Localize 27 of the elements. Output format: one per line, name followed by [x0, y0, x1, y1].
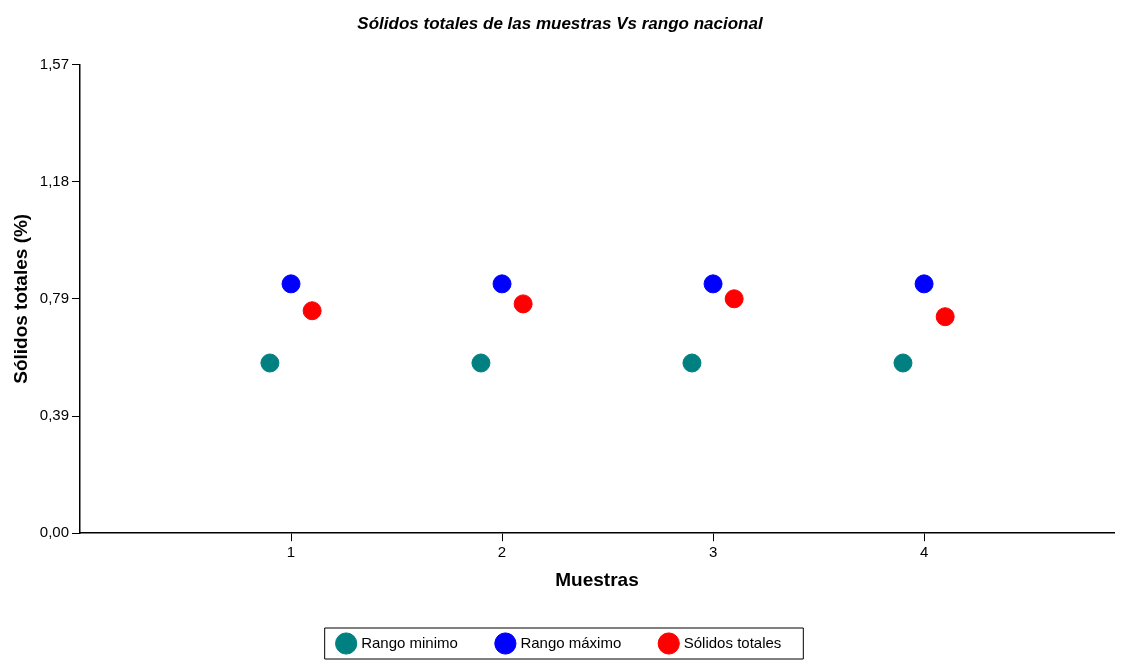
y-tick-label: 1,57 [39, 54, 69, 72]
x-tick-label: 2 [497, 543, 507, 561]
point [724, 289, 744, 309]
point [492, 274, 512, 294]
legend-label: Sólidos totales [683, 633, 782, 651]
legend-label: Rango máximo [520, 633, 622, 651]
x-tick-label: 3 [708, 543, 718, 561]
y-tick-label: 1,18 [39, 171, 69, 189]
point [935, 307, 955, 327]
point [682, 353, 702, 373]
x-axis-title: Muestras [555, 568, 639, 590]
point [471, 353, 491, 373]
chart-title: Sólidos totales de las muestras Vs rango nacional [357, 13, 764, 33]
point [703, 274, 723, 294]
legend-label: Rango minimo [361, 633, 458, 651]
point [914, 274, 934, 294]
x-tick-label: 1 [286, 543, 296, 561]
x-tick-label: 4 [919, 543, 929, 561]
point [302, 301, 322, 321]
point [281, 274, 301, 294]
point [893, 353, 913, 373]
point [260, 353, 280, 373]
point [513, 294, 533, 314]
y-tick-label: 0,00 [39, 523, 69, 541]
y-axis-title: Sólidos totales (%) [9, 213, 31, 384]
y-tick-label: 0,39 [39, 406, 69, 424]
y-tick-label: 0,79 [39, 288, 69, 306]
